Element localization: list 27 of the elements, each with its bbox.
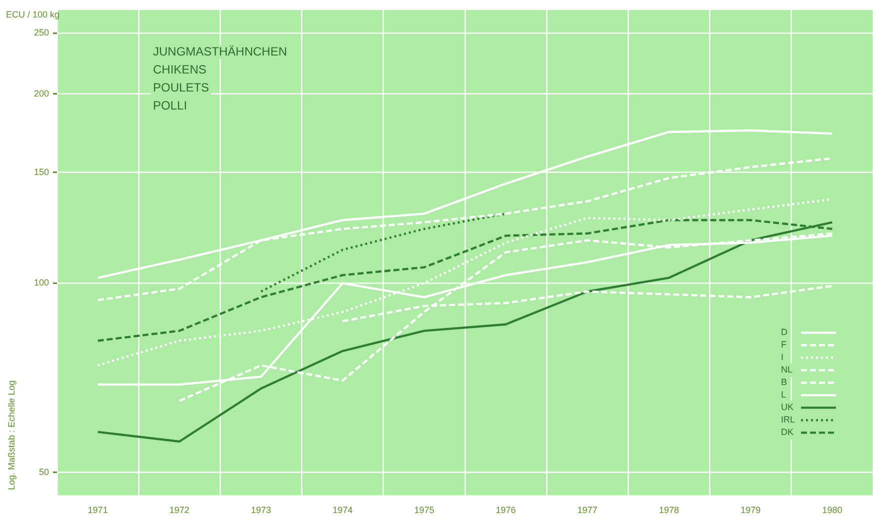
- legend-label: I: [781, 352, 784, 362]
- legend-label: B: [781, 377, 788, 388]
- x-tick-label: 1979: [740, 505, 761, 516]
- y-tick-label: 100: [34, 278, 50, 288]
- x-tick-label: 1976: [496, 505, 516, 516]
- y-tick-label: 250: [34, 28, 50, 38]
- x-tick-label: 1974: [332, 505, 353, 516]
- text: JUNGMASTHÄHNCHEN CHIKENS POULETS POLLI: [153, 44, 288, 112]
- legend-label: L: [781, 390, 786, 400]
- y-tick-label: 200: [34, 88, 50, 98]
- legend-label: DK: [781, 427, 794, 438]
- x-tick-label: 1973: [250, 505, 272, 516]
- legend-label: NL: [781, 364, 793, 375]
- y-tick-label: 50: [39, 466, 50, 477]
- x-tick-label: 1977: [577, 505, 598, 516]
- text: Log. Maßstab : Echelle Log: [6, 380, 16, 490]
- legend-label: F: [781, 340, 787, 350]
- y-tick-label: 150: [34, 166, 50, 177]
- x-tick-label: 1971: [88, 505, 108, 516]
- y-axis-title: ECU / 100 kg: [6, 9, 60, 20]
- x-tick-label: 1978: [658, 505, 680, 516]
- x-tick-label: 1980: [822, 505, 842, 516]
- x-tick-label: 1972: [169, 505, 190, 516]
- legend-label: UK: [781, 402, 794, 412]
- legend-label: IRL: [781, 414, 796, 425]
- legend-label: D: [781, 327, 788, 338]
- x-tick-label: 1975: [414, 505, 434, 516]
